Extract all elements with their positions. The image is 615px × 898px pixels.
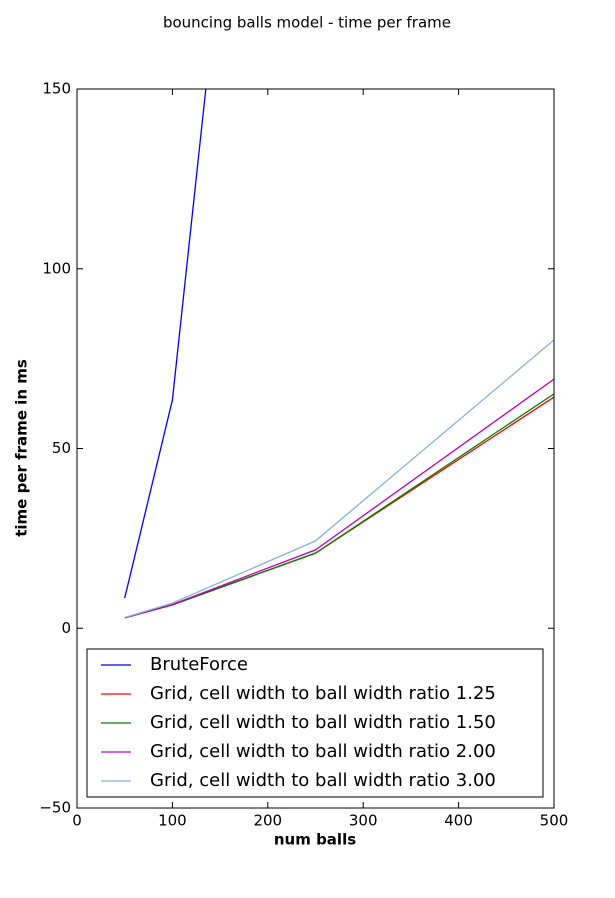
x-axis-label: num balls xyxy=(274,831,356,849)
legend-label: Grid, cell width to ball width ratio 3.0… xyxy=(150,770,496,791)
plot-area xyxy=(124,89,554,619)
legend-label: Grid, cell width to ball width ratio 1.5… xyxy=(150,712,496,733)
y-tick-label: 150 xyxy=(42,80,71,98)
legend-label: BruteForce xyxy=(150,654,248,675)
series-line xyxy=(124,339,554,619)
x-tick-label: 200 xyxy=(253,812,282,830)
series-line xyxy=(124,378,554,619)
x-tick-label: 100 xyxy=(158,812,187,830)
legend-label: Grid, cell width to ball width ratio 1.2… xyxy=(150,683,496,704)
x-tick-label: 500 xyxy=(540,812,569,830)
series-line xyxy=(124,396,554,619)
chart-title: bouncing balls model - time per frame xyxy=(163,14,451,32)
y-tick-label: 100 xyxy=(42,259,71,277)
legend-box xyxy=(86,648,544,798)
x-tick-label: 400 xyxy=(444,812,473,830)
y-tick-label: 50 xyxy=(52,439,71,457)
y-tick-label: −50 xyxy=(39,799,71,817)
series-line xyxy=(124,89,207,599)
legend-label: Grid, cell width to ball width ratio 2.0… xyxy=(150,741,496,762)
x-tick-label: 0 xyxy=(72,812,82,830)
x-tick-label: 300 xyxy=(349,812,378,830)
y-tick-label: 0 xyxy=(61,619,71,637)
series-line xyxy=(124,393,554,619)
y-axis-label: time per frame in ms xyxy=(13,359,31,537)
